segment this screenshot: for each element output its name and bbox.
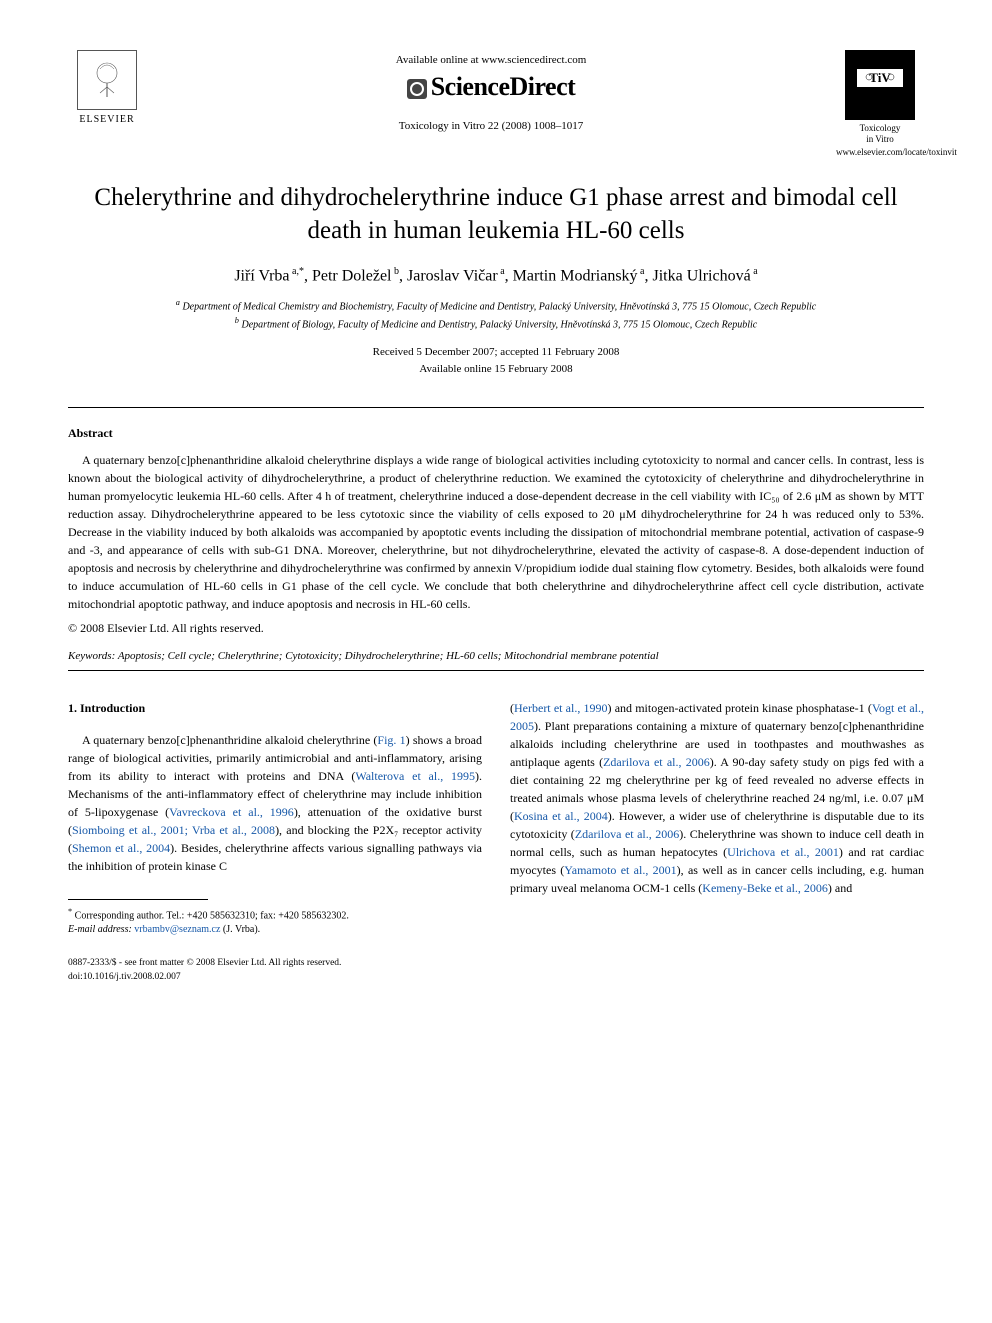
article-dates: Received 5 December 2007; accepted 11 Fe… <box>68 344 924 377</box>
email-label: E-mail address: <box>68 924 132 935</box>
tiv-cover-icon: TiV <box>845 50 915 120</box>
received-accepted-date: Received 5 December 2007; accepted 11 Fe… <box>68 344 924 361</box>
email-suffix: (J. Vrba). <box>223 924 260 935</box>
affiliation-a: a Department of Medical Chemistry and Bi… <box>68 297 924 314</box>
abstract-text: A quaternary benzo[c]phenanthridine alka… <box>68 451 924 613</box>
ref-link[interactable]: Kemeny-Beke et al., 2006 <box>702 881 828 895</box>
ref-link[interactable]: Ulrichova et al., 2001 <box>727 845 839 859</box>
corresponding-author-footnote: * Corresponding author. Tel.: +420 58563… <box>68 906 482 937</box>
journal-logo: TiV Toxicology in Vitro www.elsevier.com… <box>836 50 924 157</box>
keywords-label: Keywords: <box>68 650 115 662</box>
ref-link[interactable]: Zdarilova et al., 2006 <box>603 755 710 769</box>
journal-name-1: Toxicology <box>836 123 924 134</box>
sciencedirect-text: ScienceDirect <box>431 72 576 101</box>
header-row: ELSEVIER Available online at www.science… <box>68 50 924 157</box>
keywords-text: Apoptosis; Cell cycle; Chelerythrine; Cy… <box>118 650 659 662</box>
elsevier-tree-icon <box>77 50 137 110</box>
intro-paragraph-right: (Herbert et al., 1990) and mitogen-activ… <box>510 699 924 897</box>
divider-top <box>68 407 924 408</box>
sciencedirect-icon <box>407 79 427 99</box>
affiliation-b: b Department of Biology, Faculty of Medi… <box>68 315 924 332</box>
ref-link[interactable]: Herbert et al., 1990 <box>514 701 608 715</box>
journal-reference: Toxicology in Vitro 22 (2008) 1008–1017 <box>146 120 836 132</box>
available-online-text: Available online at www.sciencedirect.co… <box>146 54 836 66</box>
column-left: 1. Introduction A quaternary benzo[c]phe… <box>68 699 482 937</box>
divider-bottom <box>68 670 924 671</box>
fig1-link[interactable]: Fig. 1 <box>377 733 405 747</box>
page-footer: 0887-2333/$ - see front matter © 2008 El… <box>68 957 924 984</box>
elsevier-logo: ELSEVIER <box>68 50 146 138</box>
sciencedirect-logo: ScienceDirect <box>146 72 836 102</box>
intro-heading: 1. Introduction <box>68 699 482 717</box>
abstract-heading: Abstract <box>68 426 924 441</box>
email-link[interactable]: vrbambv@seznam.cz <box>134 924 220 935</box>
available-online-date: Available online 15 February 2008 <box>68 361 924 378</box>
affiliations: a Department of Medical Chemistry and Bi… <box>68 297 924 332</box>
footer-copyright-line: 0887-2333/$ - see front matter © 2008 El… <box>68 957 924 970</box>
ref-link[interactable]: Zdarilova et al., 2006 <box>575 827 679 841</box>
column-right: (Herbert et al., 1990) and mitogen-activ… <box>510 699 924 937</box>
journal-name-2: in Vitro <box>836 134 924 145</box>
abstract-copyright: © 2008 Elsevier Ltd. All rights reserved… <box>68 621 924 636</box>
ref-link[interactable]: Shemon et al., 2004 <box>72 841 170 855</box>
footnote-divider <box>68 899 208 900</box>
ref-link[interactable]: Kosina et al., 2004 <box>514 809 608 823</box>
intro-paragraph-left: A quaternary benzo[c]phenanthridine alka… <box>68 731 482 875</box>
footer-doi-line: doi:10.1016/j.tiv.2008.02.007 <box>68 971 924 984</box>
ref-link[interactable]: Siomboing et al., 2001; Vrba et al., 200… <box>72 823 275 837</box>
center-header: Available online at www.sciencedirect.co… <box>146 50 836 132</box>
authors-line: Jiří Vrba a,*, Petr Doležel b, Jaroslav … <box>68 266 924 285</box>
elsevier-label: ELSEVIER <box>79 114 134 125</box>
corr-author-line: * Corresponding author. Tel.: +420 58563… <box>68 906 482 923</box>
ref-link[interactable]: Yamamoto et al., 2001 <box>564 863 676 877</box>
body-columns: 1. Introduction A quaternary benzo[c]phe… <box>68 699 924 937</box>
article-title: Chelerythrine and dihydrochelerythrine i… <box>68 181 924 249</box>
ref-link[interactable]: Walterova et al., 1995 <box>355 769 475 783</box>
ref-link[interactable]: Vavreckova et al., 1996 <box>169 805 294 819</box>
keywords-line: Keywords: Apoptosis; Cell cycle; Chelery… <box>68 650 924 662</box>
journal-url: www.elsevier.com/locate/toxinvit <box>836 147 924 157</box>
corr-email-line: E-mail address: vrbambv@seznam.cz (J. Vr… <box>68 923 482 937</box>
